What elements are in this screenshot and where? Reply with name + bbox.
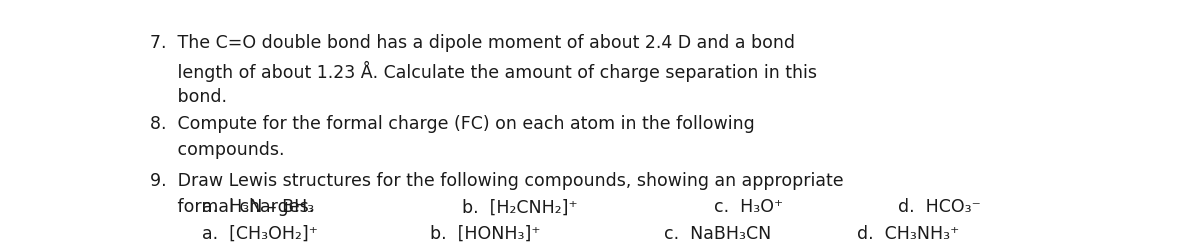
- Text: b.  [HONH₃]⁺: b. [HONH₃]⁺: [430, 224, 540, 242]
- Text: d.  HCO₃⁻: d. HCO₃⁻: [898, 198, 980, 216]
- Text: length of about 1.23 Å. Calculate the amount of charge separation in this: length of about 1.23 Å. Calculate the am…: [150, 61, 817, 82]
- Text: 9.  Draw Lewis structures for the following compounds, showing an appropriate: 9. Draw Lewis structures for the followi…: [150, 171, 844, 189]
- Text: bond.: bond.: [150, 88, 227, 106]
- Text: a.  [CH₃OH₂]⁺: a. [CH₃OH₂]⁺: [202, 224, 318, 242]
- Text: c.  H₃O⁺: c. H₃O⁺: [714, 198, 784, 216]
- Text: formal charges.: formal charges.: [150, 198, 314, 216]
- Text: d.  CH₃NH₃⁺: d. CH₃NH₃⁺: [857, 224, 959, 242]
- Text: 7.  The C=O double bond has a dipole moment of about 2.4 D and a bond: 7. The C=O double bond has a dipole mome…: [150, 34, 796, 52]
- Text: compounds.: compounds.: [150, 141, 284, 159]
- Text: 8.  Compute for the formal charge (FC) on each atom in the following: 8. Compute for the formal charge (FC) on…: [150, 114, 755, 132]
- Text: c.  NaBH₃CN: c. NaBH₃CN: [664, 224, 770, 242]
- Text: b.  [H₂CNH₂]⁺: b. [H₂CNH₂]⁺: [462, 198, 577, 216]
- Text: a.  H₃N – BH₃: a. H₃N – BH₃: [202, 198, 314, 216]
